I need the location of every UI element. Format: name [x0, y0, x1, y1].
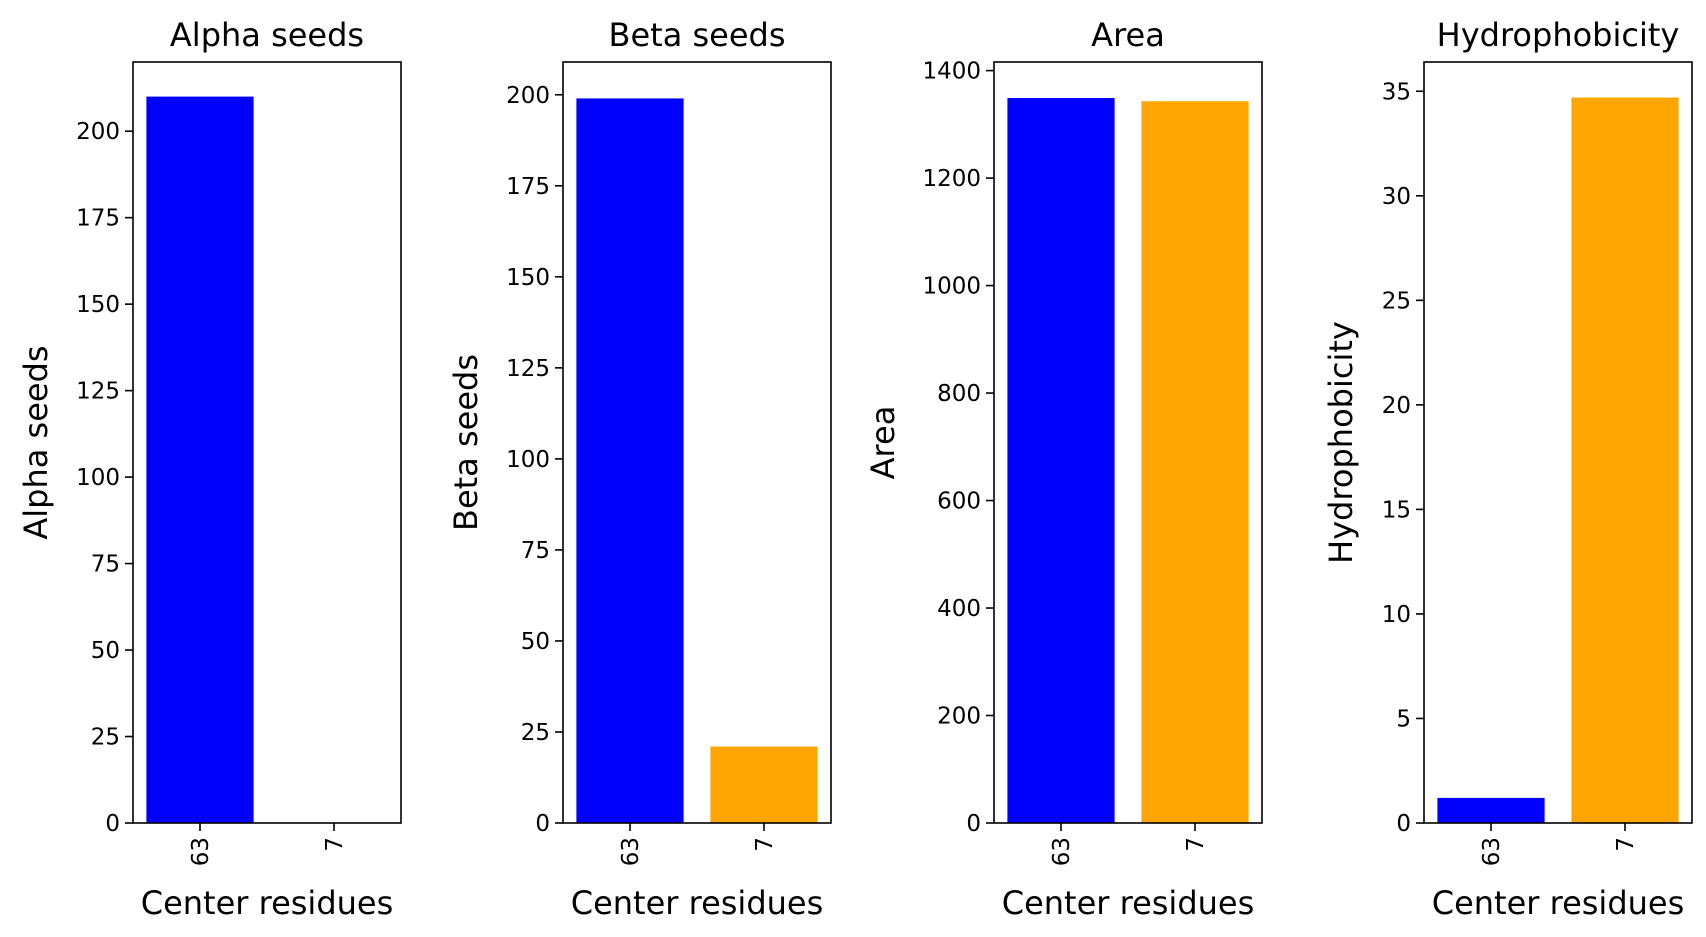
x-axis-label: Center residues: [1432, 884, 1685, 922]
y-tick-label: 15: [1382, 497, 1411, 523]
y-axis-label: Beta seeds: [447, 354, 485, 531]
y-tick-label: 1000: [922, 274, 981, 300]
chart-title: Hydrophobicity: [1437, 16, 1680, 54]
y-tick-label: 125: [76, 379, 120, 405]
y-tick-label: 20: [1382, 393, 1411, 419]
y-tick-label: 25: [91, 725, 120, 751]
x-tick-label: 7: [1613, 837, 1639, 852]
x-tick-label: 63: [1479, 837, 1505, 866]
y-tick-label: 35: [1382, 79, 1411, 105]
bar-63: [576, 98, 684, 823]
y-axis-label: Alpha seeds: [17, 345, 55, 539]
y-tick-label: 0: [966, 811, 981, 837]
y-tick-label: 30: [1382, 184, 1411, 210]
y-tick-label: 75: [91, 552, 120, 578]
y-tick-label: 600: [937, 489, 981, 515]
y-tick-label: 175: [76, 206, 120, 232]
plot-frame: [993, 61, 1263, 824]
y-tick-label: 0: [1396, 811, 1411, 837]
x-tick-label: 63: [1049, 837, 1075, 866]
y-tick-label: 1200: [922, 166, 981, 192]
y-axis-label: Area: [864, 406, 902, 480]
y-tick-label: 175: [506, 174, 550, 200]
y-tick-label: 150: [76, 292, 120, 318]
y-tick-label: 150: [506, 265, 550, 291]
x-tick-label: 63: [188, 837, 214, 866]
x-axis-label: Center residues: [141, 884, 394, 922]
y-tick-label: 50: [521, 629, 550, 655]
y-tick-label: 0: [535, 811, 550, 837]
plot-frame: [562, 61, 832, 824]
chart-title: Alpha seeds: [170, 16, 364, 54]
y-tick-label: 1400: [922, 59, 981, 85]
y-tick-label: 200: [76, 119, 120, 145]
chart-panel-2: 0 25 50 75 100 125 150 175 200 63 7 Beta seeds Cente…: [447, 16, 832, 922]
y-tick-label: 5: [1396, 706, 1411, 732]
y-tick-label: 75: [521, 538, 550, 564]
bar-63: [146, 96, 254, 823]
x-tick-label: 7: [752, 837, 778, 852]
y-tick-label: 400: [937, 596, 981, 622]
plot-frame: [1423, 61, 1693, 824]
y-tick-label: 800: [937, 381, 981, 407]
x-tick-label: 7: [1183, 837, 1209, 852]
y-tick-label: 25: [1382, 288, 1411, 314]
x-axis-label: Center residues: [571, 884, 824, 922]
y-tick-label: 25: [521, 720, 550, 746]
x-tick-label: 63: [618, 837, 644, 866]
bar-7: [710, 746, 818, 823]
chart-title: Area: [1091, 16, 1165, 54]
x-tick-label: 7: [322, 837, 348, 852]
y-tick-label: 50: [91, 638, 120, 664]
bar-7: [1571, 97, 1679, 824]
chart-panel-3: 0 200 400 600 800 1000 1200 1400 63 7 Area Center r…: [864, 16, 1263, 922]
bar-7: [1141, 101, 1249, 823]
y-axis-label: Hydrophobicity: [1322, 321, 1360, 564]
plot-frame: [132, 61, 402, 824]
y-tick-label: 200: [506, 83, 550, 109]
bar-63: [1007, 98, 1115, 824]
y-tick-label: 200: [937, 704, 981, 730]
y-tick-label: 100: [76, 465, 120, 491]
y-tick-label: 10: [1382, 602, 1411, 628]
x-axis-label: Center residues: [1002, 884, 1255, 922]
y-tick-label: 125: [506, 356, 550, 382]
bar-63: [1437, 797, 1545, 823]
y-tick-label: 0: [105, 811, 120, 837]
chart-panel-4: 0 5 10 15 20 25 30 35 63 7 Hydrophobicity Center re…: [1322, 16, 1693, 922]
chart-panel-1: 0 25 50 75 100 125 150 175 200 63 7 Alpha seeds Cent…: [17, 16, 402, 922]
chart-title: Beta seeds: [609, 16, 786, 54]
y-tick-label: 100: [506, 447, 550, 473]
